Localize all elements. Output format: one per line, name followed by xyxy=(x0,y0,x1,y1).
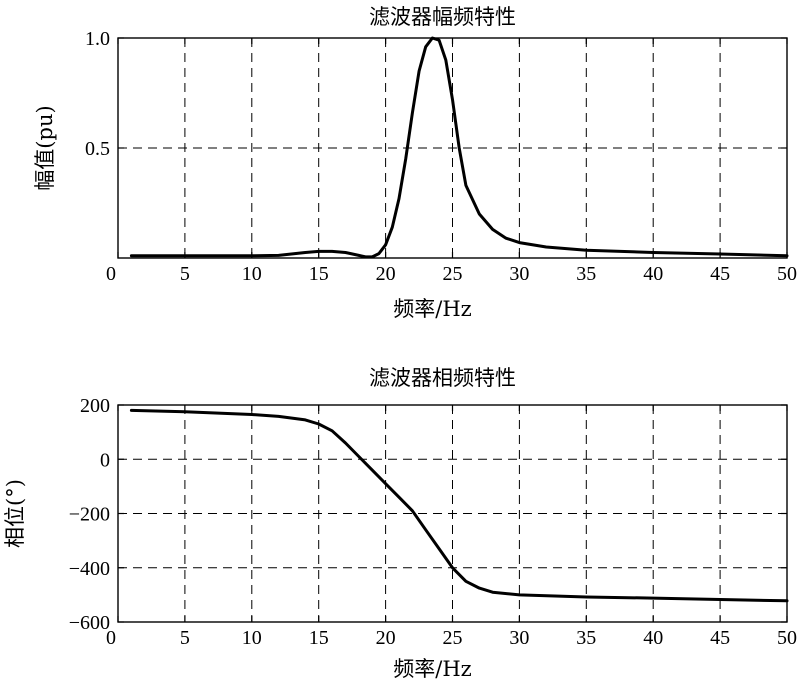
x-tick-label: 15 xyxy=(309,627,329,649)
chart-title: 滤波器幅频特性 xyxy=(369,5,516,29)
x-tick-label: 0 xyxy=(106,263,116,285)
x-tick-label: 10 xyxy=(242,263,262,285)
series-line-1 xyxy=(129,408,789,603)
y-tick-label: 200 xyxy=(80,395,110,417)
x-tick-label: 20 xyxy=(376,263,396,285)
y-tick-label: 1.0 xyxy=(85,28,110,50)
x-axis-label: 频率/Hz xyxy=(393,657,471,681)
y-tick-label: 0 xyxy=(100,449,110,471)
y-tick-label: −400 xyxy=(69,558,110,580)
x-tick-label: 25 xyxy=(443,627,463,649)
x-tick-label: 40 xyxy=(643,627,663,649)
x-tick-label: 5 xyxy=(180,627,190,649)
x-tick-label: 15 xyxy=(309,263,329,285)
chart-title: 滤波器相频特性 xyxy=(369,366,516,390)
series-line-1 xyxy=(129,36,789,259)
x-tick-label: 45 xyxy=(710,627,730,649)
x-tick-label: 35 xyxy=(576,263,596,285)
x-axis-label: 频率/Hz xyxy=(393,297,471,321)
x-tick-label: 40 xyxy=(643,263,663,285)
y-axis-label: 幅值(pu) xyxy=(33,105,57,190)
x-tick-label: 30 xyxy=(509,263,529,285)
x-tick-label: 10 xyxy=(242,627,262,649)
x-tick-label: 0 xyxy=(106,627,116,649)
chart-2: 0 5 10 15 20 25 30 35 40 45 50 −600 −400 −200 0 200 滤波器相… xyxy=(3,366,797,681)
y-tick-label: −600 xyxy=(69,612,110,634)
y-axis-label: 相位(°) xyxy=(3,479,27,548)
x-tick-label: 45 xyxy=(710,263,730,285)
x-tick-label: 50 xyxy=(777,263,797,285)
x-tick-label: 50 xyxy=(777,627,797,649)
x-tick-label: 30 xyxy=(509,627,529,649)
x-tick-label: 5 xyxy=(180,263,190,285)
y-tick-label: 0.5 xyxy=(85,138,110,160)
x-tick-label: 35 xyxy=(576,627,596,649)
x-tick-label: 25 xyxy=(443,263,463,285)
y-tick-label: −200 xyxy=(69,504,110,526)
x-tick-label: 20 xyxy=(376,627,396,649)
